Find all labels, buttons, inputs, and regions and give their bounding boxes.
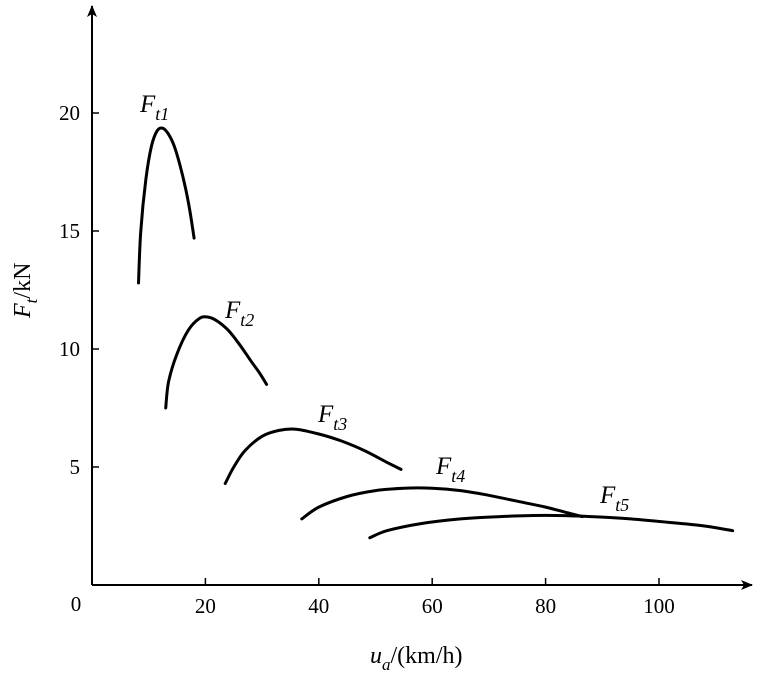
x-axis-title-sub: a [382,655,391,673]
curve-f-t3 [223,427,403,485]
y-tick-label-5: 5 [70,455,81,479]
x-tick-label-20: 20 [195,594,216,618]
curve-label-f-t1: Ft1 [139,91,169,124]
curve-f-t5 [368,513,735,540]
y-axis-title-sub: t [22,297,41,303]
y-tick-label-15: 15 [59,219,80,243]
x-ticks: 20 40 60 80 100 [195,578,675,618]
x-tick-label-100: 100 [643,594,675,618]
curve-label-f-t3: Ft3 [317,401,347,434]
y-ticks: 5 10 15 20 [59,101,99,479]
curve-f-t4 [300,486,584,521]
curve-label-f-t4: Ft4 [435,453,465,486]
x-axis-title-var: u [370,643,382,669]
x-tick-label-40: 40 [308,594,329,618]
y-tick-label-10: 10 [59,337,80,361]
x-tick-label-60: 60 [422,594,443,618]
origin-label: 0 [71,592,82,616]
y-axis-title-unit: /kN [10,263,36,299]
series-curves [137,126,735,540]
x-tick-label-80: 80 [535,594,556,618]
y-axis-title-var: F [10,303,36,319]
curve-f-t1 [137,126,196,285]
curve-label-f-t2: Ft2 [224,297,254,330]
curve-f-t2 [164,315,269,410]
curve-label-f-t5: Ft5 [599,482,629,515]
x-axis-title: ua/(km/h) [370,643,463,673]
y-tick-label-20: 20 [59,101,80,125]
x-axis-title-unit: /(km/h) [391,643,463,669]
series-labels: Ft1 Ft2 Ft3 Ft4 Ft5 [139,91,629,515]
y-axis-title: Ft/kN [10,263,41,319]
